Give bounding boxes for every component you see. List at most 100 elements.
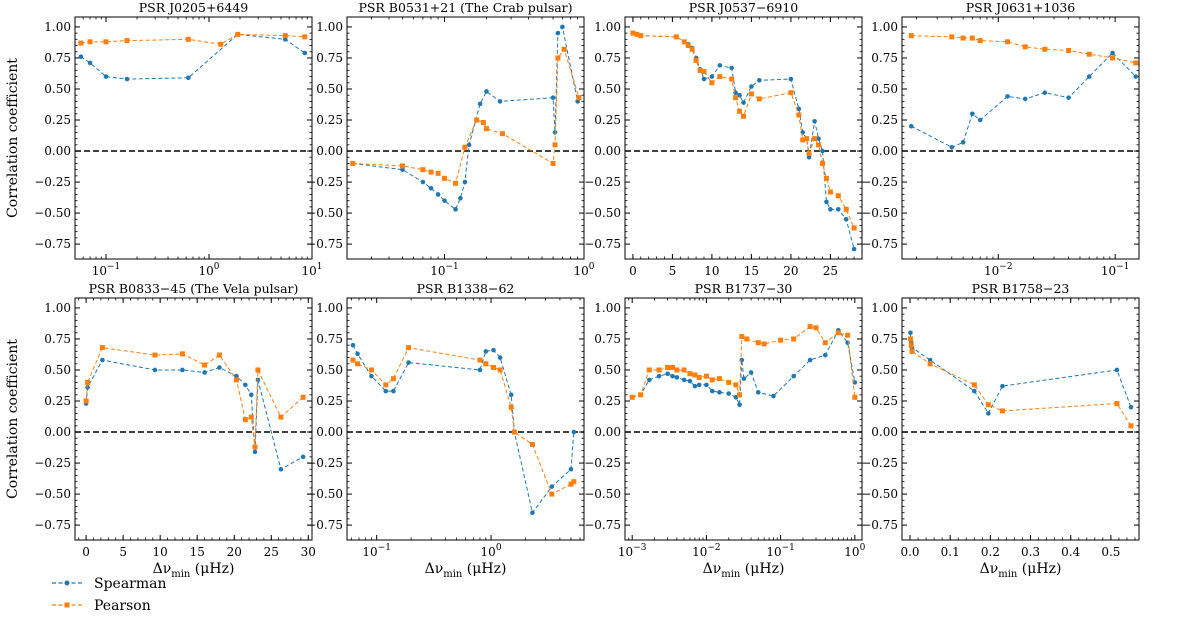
pearson-point: [985, 402, 991, 408]
pearson-point: [791, 336, 797, 342]
axes-frame: [346, 297, 585, 541]
y-tick-label: −0.75: [861, 237, 898, 251]
spearman-series-line: [85, 359, 304, 471]
pearson-point: [687, 371, 693, 377]
spearman-point: [103, 74, 109, 79]
axes-frame: [624, 16, 863, 260]
spearman-point: [1086, 74, 1092, 79]
spearman-point: [717, 390, 722, 395]
pearson-point: [474, 117, 480, 123]
x-tick-label: 10−1: [92, 262, 121, 278]
pearson-point: [851, 225, 857, 231]
y-tick-label: 0.00: [871, 144, 898, 158]
spearman-point: [960, 140, 966, 145]
y-tick-label: 0.00: [44, 425, 71, 439]
pearson-point: [822, 340, 828, 346]
pearson-point: [741, 113, 746, 119]
spearman-series-line: [632, 32, 855, 250]
spearman-point: [977, 117, 983, 123]
spearman-point: [477, 101, 483, 107]
pearson-point: [529, 441, 535, 447]
x-tick-label: 20: [227, 545, 242, 559]
y-tick-label: 0.75: [871, 51, 898, 65]
pearson-point: [406, 345, 412, 351]
x-tick-label: 0.4: [1061, 545, 1080, 559]
spearman-point: [791, 373, 796, 379]
spearman-point: [435, 192, 441, 197]
x-axis-label: Δνmin (μHz): [980, 561, 1062, 580]
series-group: [908, 33, 1139, 150]
pearson-point: [1086, 51, 1092, 57]
y-tick-label: −0.25: [34, 175, 71, 189]
pearson-point: [812, 136, 818, 142]
spearman-point: [555, 30, 561, 36]
y-tick-label: 0.00: [594, 144, 621, 158]
axes-frame: [346, 16, 585, 260]
x-tick-label: 0: [82, 545, 90, 559]
spearman-point: [665, 371, 670, 377]
subplot-2: PSR B0531+21 (The Crab pulsar) −0.75 −0.50…: [306, 0, 595, 278]
x-tick-label: 0.0: [900, 545, 919, 559]
y-tick-label: 0.25: [316, 113, 343, 127]
x-tick-label: 0.1: [941, 545, 960, 559]
spearman-point: [709, 74, 715, 79]
pearson-point: [302, 34, 308, 40]
series-group: [630, 30, 857, 252]
x-tick-label: 10: [153, 545, 168, 559]
pearson-point: [1042, 46, 1048, 52]
spearman-point: [530, 510, 535, 515]
pearson-point: [739, 333, 745, 339]
y-tick-label: 0.00: [594, 425, 621, 439]
pearson-point: [788, 90, 794, 96]
y-tick-label: 0.25: [871, 113, 898, 127]
y-tick-label: −0.25: [306, 456, 343, 470]
x-tick-label: 15: [190, 545, 205, 559]
spearman-point: [820, 148, 825, 154]
pearson-point: [756, 96, 762, 102]
pearson-point: [85, 379, 91, 385]
y-tick-label: 0.00: [871, 425, 898, 439]
spearman-point: [908, 330, 913, 336]
pearson-point: [971, 382, 977, 388]
spearman-point: [560, 24, 565, 30]
spearman-point: [217, 365, 222, 370]
pearson-point: [235, 31, 241, 37]
y-tick-label: 0.75: [316, 332, 343, 346]
x-tick-label: 0.3: [1021, 545, 1040, 559]
pearson-point: [549, 491, 555, 497]
y-tick-label: 0.00: [316, 425, 343, 439]
y-tick-label: 0.75: [871, 332, 898, 346]
spearman-point: [687, 378, 693, 384]
spearman-point: [124, 76, 130, 82]
spearman-point: [508, 392, 514, 398]
spearman-point: [739, 357, 745, 363]
subplot-title: PSR J0631+1036: [966, 0, 1076, 15]
pearson-point: [670, 364, 676, 370]
spearman-point: [972, 388, 977, 394]
pearson-point: [693, 57, 699, 63]
subplot-title: PSR J0205+6449: [139, 0, 249, 15]
pearson-point: [927, 361, 933, 367]
spearman-point: [681, 377, 687, 383]
x-tick-label: 15: [744, 264, 759, 278]
y-tick-label: −0.50: [306, 206, 343, 220]
spearman-point: [701, 76, 707, 82]
pearson-point: [835, 330, 841, 336]
pearson-point: [827, 189, 833, 195]
pearson-point: [806, 151, 812, 157]
pearson-point: [820, 160, 825, 166]
legend-spearman-label: Spearman: [94, 576, 167, 592]
legend-pearson-marker: [64, 602, 70, 608]
pearson-point: [907, 336, 913, 342]
pearson-point: [499, 131, 505, 137]
spearman-series-line: [80, 33, 306, 80]
y-tick-label: −0.25: [584, 456, 621, 470]
spearman-point: [845, 340, 850, 345]
spearman-point: [571, 429, 577, 435]
spearman-point: [248, 392, 254, 398]
y-tick-label: 0.25: [871, 394, 898, 408]
pearson-point: [368, 367, 374, 373]
pearson-point: [1022, 44, 1028, 50]
spearman-point: [748, 370, 754, 375]
x-tick-label: 0: [629, 264, 637, 278]
